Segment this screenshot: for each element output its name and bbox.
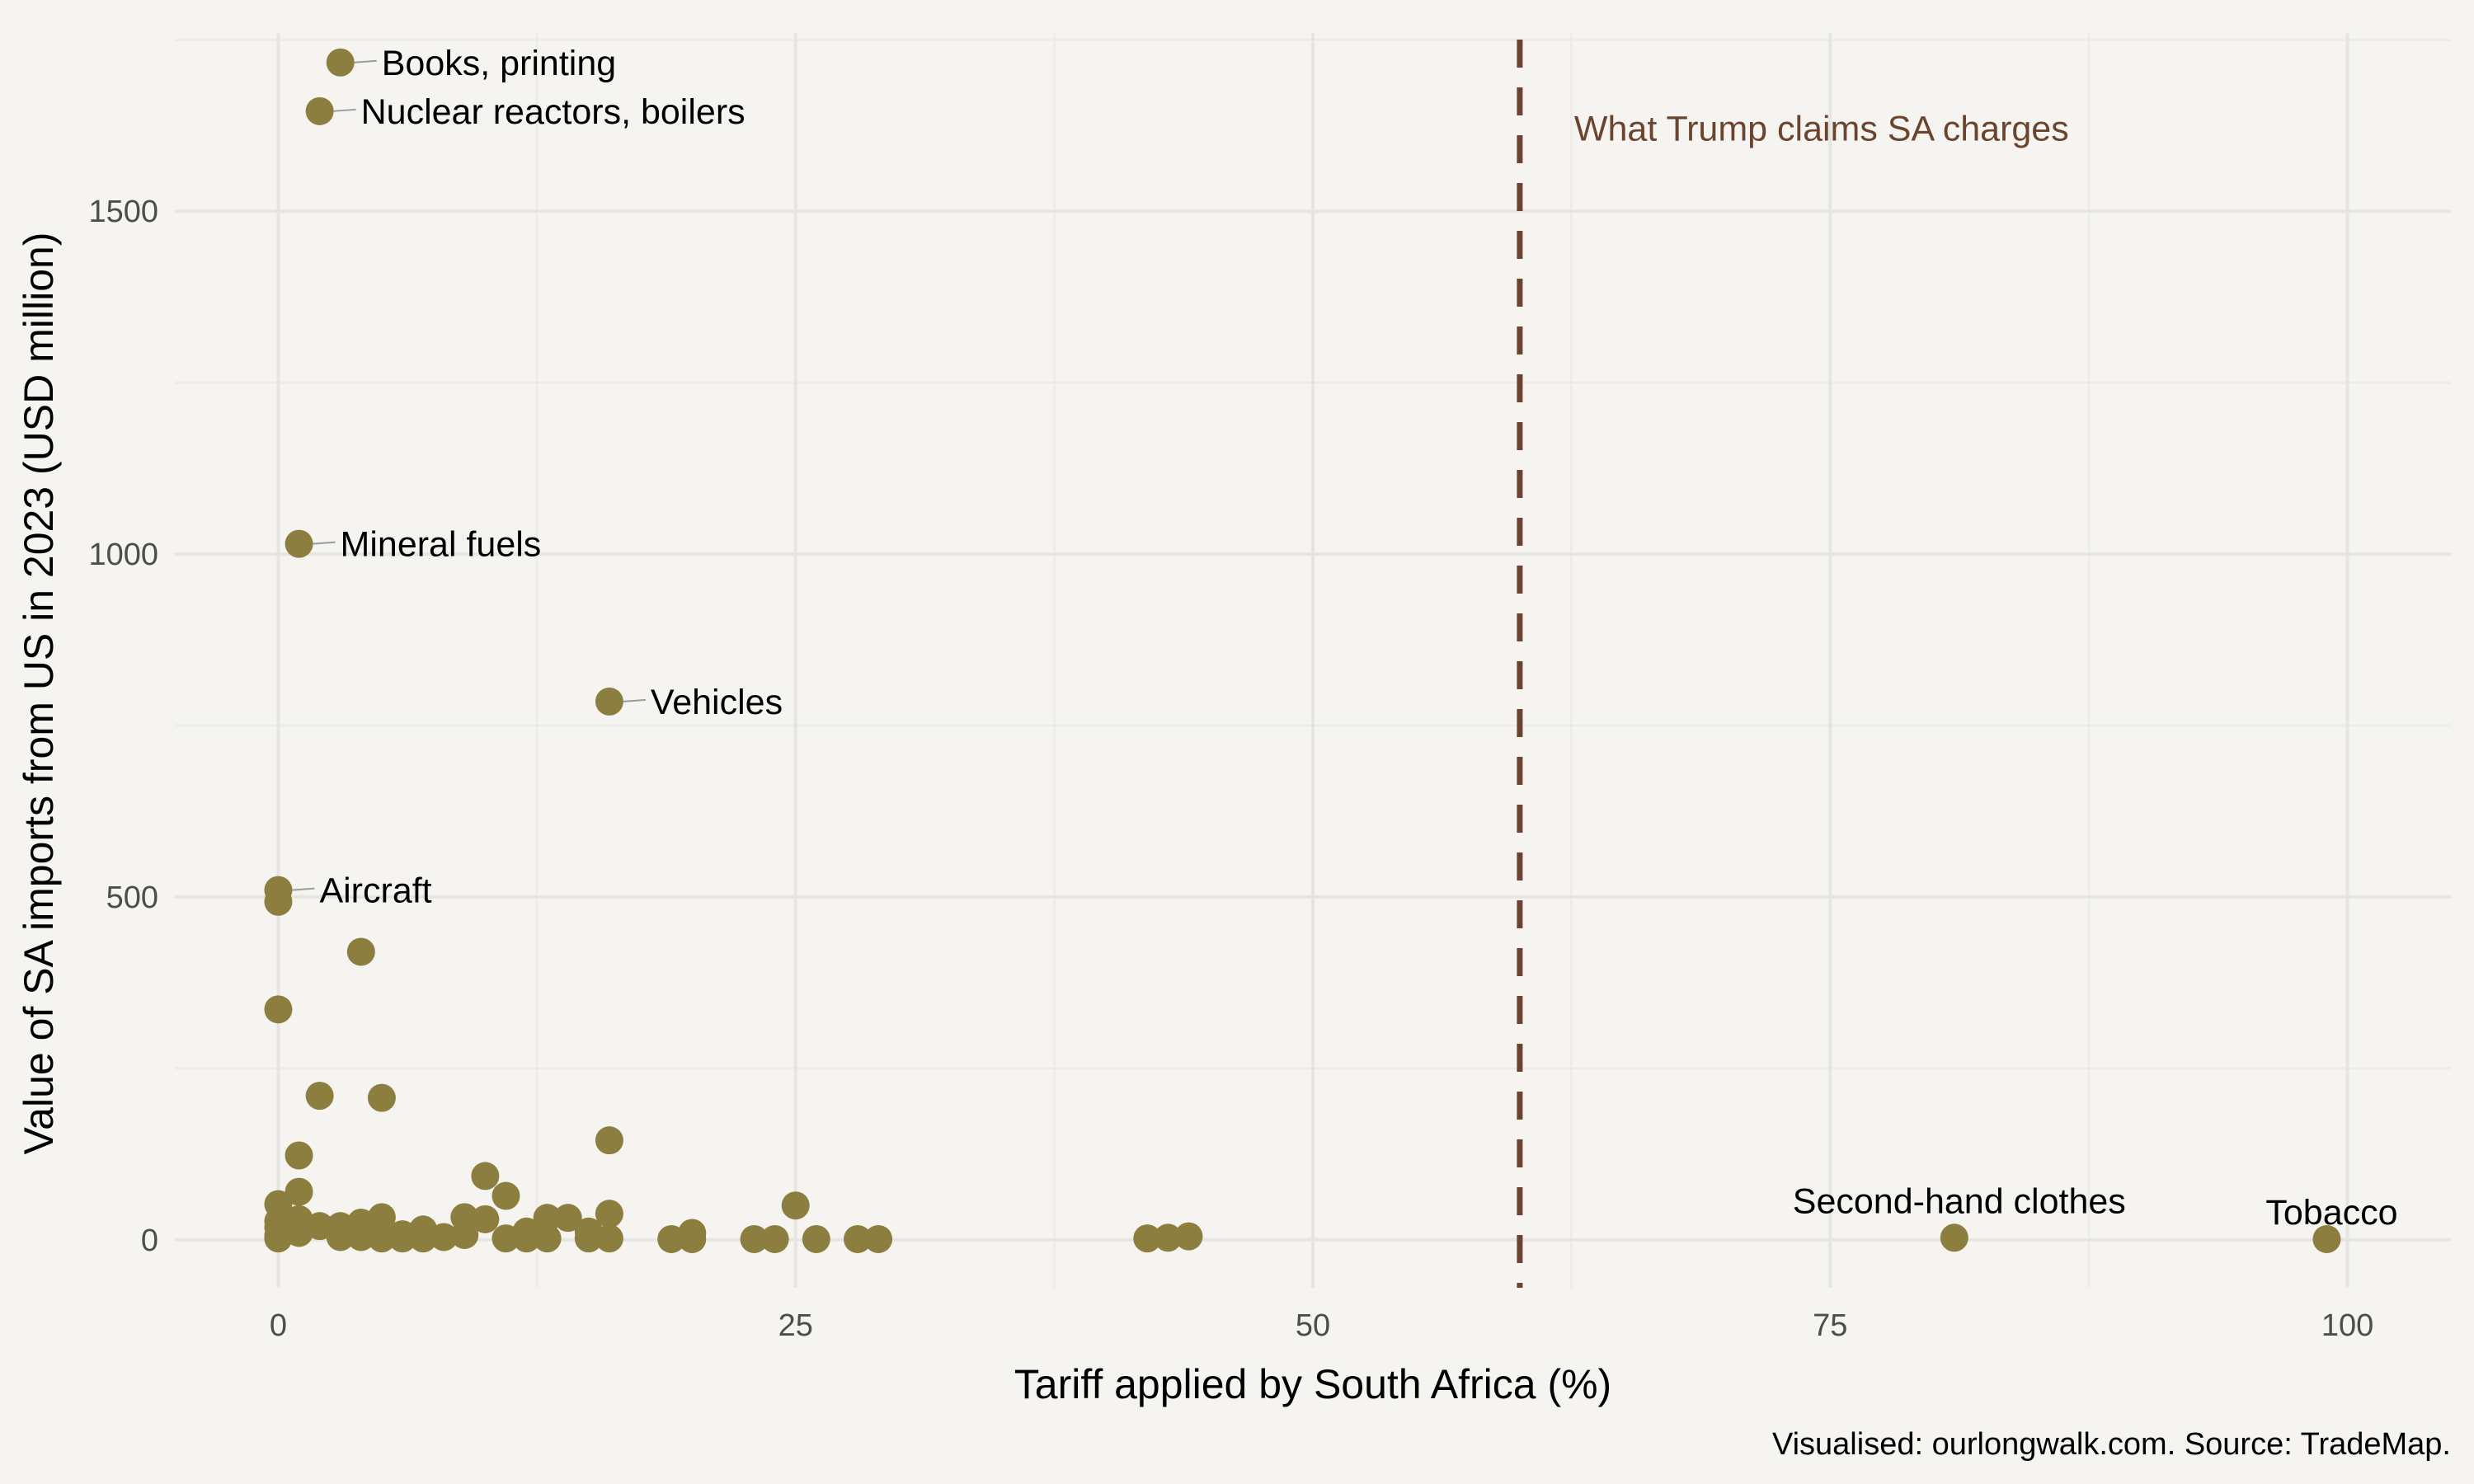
data-point [326,1223,355,1252]
data-point [346,937,375,966]
data-point [595,1224,623,1253]
data-point [802,1224,830,1253]
point-label: Vehicles [651,683,783,722]
x-axis-ticks: 0 25 50 75 100 [270,1308,2373,1343]
data-point [781,1191,810,1220]
x-tick-label: 50 [1296,1308,1330,1343]
labeled-data-point [2312,1224,2341,1253]
labeled-data-point [305,96,334,125]
labeled-data-point [285,529,313,558]
data-point [285,1141,313,1170]
data-point [760,1224,789,1253]
data-point [388,1224,416,1253]
point-label: Second-hand clothes [1793,1181,2126,1221]
data-point [740,1224,769,1253]
gridlines [175,33,2451,1288]
data-point [533,1224,562,1253]
data-point [1154,1223,1183,1252]
data-point [367,1083,396,1112]
point-label: Mineral fuels [341,525,542,565]
data-point [657,1224,686,1253]
data-point [595,1200,623,1228]
leader-line [333,108,356,112]
y-tick-label: 500 [106,881,158,915]
data-point [450,1220,479,1249]
point-labels: Books, printing Nuclear reactors, boilers… [292,44,2398,1233]
data-point [430,1223,459,1252]
leader-line [354,59,377,63]
y-axis-ticks: 0 500 1000 1500 [88,195,158,1258]
point-label: Books, printing [382,44,616,83]
data-points [264,48,2341,1253]
leader-line [623,698,646,702]
point-label: Tobacco [2265,1193,2397,1233]
labeled-data-point [264,876,293,904]
data-point [844,1224,872,1253]
source-caption: Visualised: ourlongwalk.com. Source: Tra… [1772,1427,2451,1462]
data-point [367,1224,396,1253]
point-label: Aircraft [319,871,431,911]
data-point [678,1224,707,1253]
x-tick-label: 75 [1813,1308,1847,1343]
data-point [533,1204,562,1233]
data-point [574,1224,603,1253]
data-point [512,1224,541,1253]
leader-line [292,887,315,891]
data-point [595,1126,623,1155]
y-tick-label: 0 [141,1223,158,1258]
point-label: Nuclear reactors, boilers [361,92,745,132]
data-point [346,1223,375,1252]
y-tick-label: 1000 [88,538,158,572]
data-point [471,1205,500,1233]
data-point [471,1162,500,1190]
data-point [492,1224,520,1253]
labeled-data-point [1940,1223,1968,1252]
data-point [864,1224,893,1253]
data-point [264,1224,293,1253]
data-point [409,1224,438,1253]
data-point [1174,1222,1203,1251]
y-tick-label: 1500 [88,195,158,229]
x-tick-label: 100 [2321,1308,2373,1343]
x-tick-label: 0 [270,1308,287,1343]
x-axis-title: Tariff applied by South Africa (%) [1014,1361,1611,1407]
leader-line [313,541,336,545]
y-axis-title: Value of SA imports from US in 2023 (USD… [16,232,62,1155]
data-point [285,1177,313,1206]
data-point [553,1204,582,1233]
data-point [492,1181,520,1210]
reference-line-label: What Trump claims SA charges [1574,109,2069,148]
data-point [1133,1224,1162,1253]
reference-line-group: What Trump claims SA charges [1517,40,2069,1288]
labeled-data-point [326,48,355,77]
labeled-data-point [595,687,623,716]
x-tick-label: 25 [778,1308,813,1343]
data-point [305,1082,334,1111]
data-point [264,995,293,1024]
